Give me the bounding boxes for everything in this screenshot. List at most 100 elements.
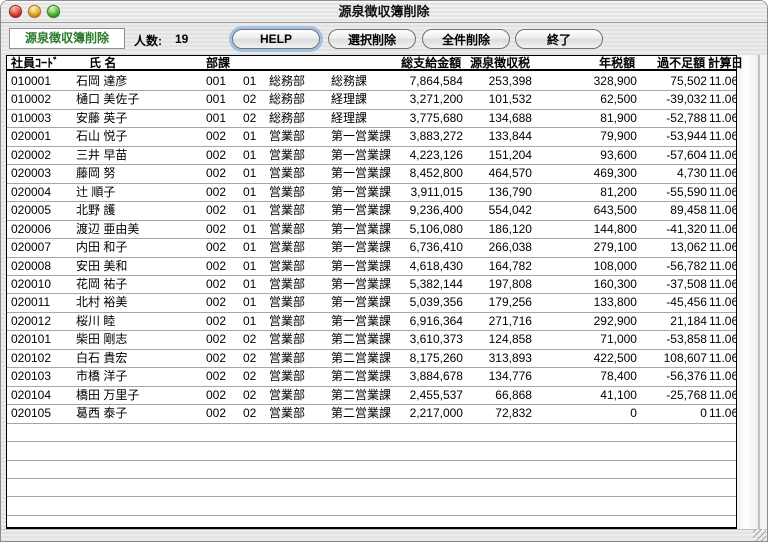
cell-calc-date: 11.06. — [708, 147, 736, 162]
cell-section-code: 01 — [242, 240, 257, 255]
window-title: 源泉徴収簿削除 — [338, 4, 430, 19]
table-row[interactable]: 020004 辻 順子 002 01 営業部 第一営業課 3,911,015 1… — [6, 184, 737, 203]
cell-dept-name: 営業部 — [268, 258, 305, 273]
cell-name: 市橋 洋子 — [75, 369, 128, 384]
table-row[interactable]: 010003 安藤 英子 001 02 総務部 経理課 3,775,680 13… — [6, 110, 737, 129]
table-row[interactable]: 020006 渡辺 亜由美 002 01 営業部 第一営業課 5,106,080… — [6, 221, 737, 240]
cell-section-code: 02 — [242, 332, 257, 347]
cell-section-name: 第二営業課 — [330, 350, 391, 365]
cell-dept-name: 営業部 — [268, 332, 305, 347]
cell-over-under: -41,320 — [666, 221, 707, 236]
cell-over-under: 75,502 — [670, 74, 707, 88]
cell-section-code: 01 — [242, 276, 257, 291]
table-row[interactable]: 020005 北野 護 002 01 営業部 第一営業課 9,236,400 5… — [6, 202, 737, 221]
table-row[interactable]: 010002 樋口 美佐子 001 02 総務部 経理課 3,271,200 1… — [6, 91, 737, 110]
table-row[interactable]: 020008 安田 美和 002 01 営業部 第一営業課 4,618,430 … — [6, 258, 737, 276]
cell-dept-code: 002 — [205, 406, 227, 421]
cell-section-code: 01 — [242, 74, 257, 88]
table-row[interactable]: 020007 内田 和子 002 01 営業部 第一営業課 6,736,410 … — [6, 239, 737, 258]
cell-annual-tax: 422,500 — [593, 350, 637, 365]
cell-calc-date: 11.06. — [708, 295, 736, 310]
exit-button[interactable]: 終了 — [515, 29, 603, 49]
cell-calc-date: 11.06. — [708, 332, 736, 347]
cell-dept-code: 002 — [205, 166, 227, 181]
cell-dept-name: 総務部 — [268, 92, 305, 107]
empty-row — [6, 497, 737, 516]
cell-section-name: 第一営業課 — [330, 166, 391, 181]
cell-section-code: 02 — [242, 369, 257, 384]
delete-all-button[interactable]: 全件削除 — [422, 29, 510, 49]
left-margin — [1, 55, 6, 529]
table-row[interactable]: 020103 市橋 洋子 002 02 営業部 第二営業課 3,884,678 … — [6, 368, 737, 387]
table-row[interactable]: 020102 白石 貴宏 002 02 営業部 第二営業課 8,175,260 … — [6, 350, 737, 369]
cell-section-code: 01 — [242, 221, 257, 236]
employee-table: 社員ｺｰﾄﾞ 氏 名 部課 総支給金額 源泉徴収税 年税額 過不足額 計算日 0… — [5, 55, 743, 529]
table-row[interactable]: 010001 石岡 達彦 001 01 総務部 総務課 7,864,584 25… — [6, 73, 737, 92]
cell-calc-date: 11.06. — [708, 313, 736, 328]
cell-employee-code: 020008 — [10, 258, 52, 273]
table-row[interactable]: 020010 花岡 祐子 002 01 営業部 第一営業課 5,382,144 … — [6, 276, 737, 295]
col-header-department: 部課 — [205, 56, 230, 70]
cell-over-under: 0 — [700, 406, 707, 421]
table-row[interactable]: 020012 桜川 睦 002 01 営業部 第一営業課 6,916,364 2… — [6, 313, 737, 332]
cell-annual-tax: 160,300 — [593, 276, 637, 291]
cell-dept-name: 営業部 — [268, 166, 305, 181]
table-row[interactable]: 020101 柴田 剛志 002 02 営業部 第二営業課 3,610,373 … — [6, 331, 737, 350]
cell-total-pay: 4,618,430 — [409, 258, 463, 273]
table-row[interactable]: 020011 北村 裕美 002 01 営業部 第一営業課 5,039,356 … — [6, 294, 737, 313]
table-row[interactable]: 020003 藤岡 努 002 01 営業部 第一営業課 8,452,800 4… — [6, 165, 737, 184]
zoom-button[interactable] — [47, 5, 60, 18]
cell-total-pay: 3,271,200 — [409, 92, 463, 107]
cell-section-code: 02 — [242, 110, 257, 125]
cell-annual-tax: 78,400 — [600, 369, 637, 384]
vertical-scrollbar[interactable] — [737, 55, 760, 529]
cell-employee-code: 020104 — [10, 387, 52, 402]
cell-withholding-tax: 164,782 — [488, 258, 532, 273]
cell-section-code: 01 — [242, 184, 257, 199]
cell-section-name: 第一営業課 — [330, 221, 391, 236]
cell-employee-code: 020103 — [10, 369, 52, 384]
help-button[interactable]: HELP — [232, 29, 320, 49]
cell-over-under: 21,184 — [670, 313, 707, 328]
cell-dept-name: 営業部 — [268, 184, 305, 199]
cell-dept-code: 002 — [205, 350, 227, 365]
table-row[interactable]: 020002 三井 早苗 002 01 営業部 第一営業課 4,223,126 … — [6, 147, 737, 166]
cell-employee-code: 020004 — [10, 184, 52, 199]
cell-annual-tax: 0 — [630, 406, 637, 421]
col-header-withholding-tax: 源泉徴収税 — [470, 56, 531, 70]
cell-section-name: 第一営業課 — [330, 129, 391, 144]
table-row[interactable]: 020001 石山 悦子 002 01 営業部 第一営業課 3,883,272 … — [6, 128, 737, 147]
table-body: 010001 石岡 達彦 001 01 総務部 総務課 7,864,584 25… — [6, 73, 737, 527]
cell-section-name: 第一営業課 — [330, 295, 391, 310]
resize-grip[interactable] — [753, 529, 766, 541]
cell-name: 柴田 剛志 — [75, 332, 128, 347]
cell-withholding-tax: 554,042 — [488, 203, 532, 218]
cell-dept-code: 002 — [205, 369, 227, 384]
titlebar[interactable]: 源泉徴収簿削除 — [1, 1, 767, 23]
table-row[interactable]: 020104 橋田 万里子 002 02 営業部 第二営業課 2,455,537… — [6, 387, 737, 406]
selective-delete-button[interactable]: 選択削除 — [328, 29, 416, 49]
table-row[interactable]: 020105 葛西 泰子 002 02 営業部 第二営業課 2,217,000 … — [6, 405, 737, 424]
cell-annual-tax: 133,800 — [593, 295, 637, 310]
cell-employee-code: 010002 — [10, 92, 52, 107]
cell-total-pay: 4,223,126 — [409, 147, 463, 162]
cell-calc-date: 11.06. — [708, 387, 736, 402]
cell-name: 石岡 達彦 — [75, 74, 128, 88]
cell-calc-date: 11.06. — [708, 129, 736, 144]
col-header-total-pay: 総支給金額 — [401, 56, 462, 70]
cell-withholding-tax: 464,570 — [488, 166, 532, 181]
cell-withholding-tax: 186,120 — [488, 221, 532, 236]
cell-over-under: -45,456 — [666, 295, 707, 310]
cell-name: 北野 護 — [75, 203, 116, 218]
cell-dept-name: 営業部 — [268, 147, 305, 162]
minimize-button[interactable] — [28, 5, 41, 18]
cell-dept-name: 営業部 — [268, 406, 305, 421]
cell-total-pay: 6,916,364 — [409, 313, 463, 328]
cell-annual-tax: 81,900 — [600, 110, 637, 125]
cell-over-under: -56,782 — [666, 258, 707, 273]
count-value: 19 — [175, 32, 189, 46]
cell-withholding-tax: 179,256 — [488, 295, 532, 310]
cell-employee-code: 020011 — [10, 295, 51, 310]
close-button[interactable] — [9, 5, 22, 18]
